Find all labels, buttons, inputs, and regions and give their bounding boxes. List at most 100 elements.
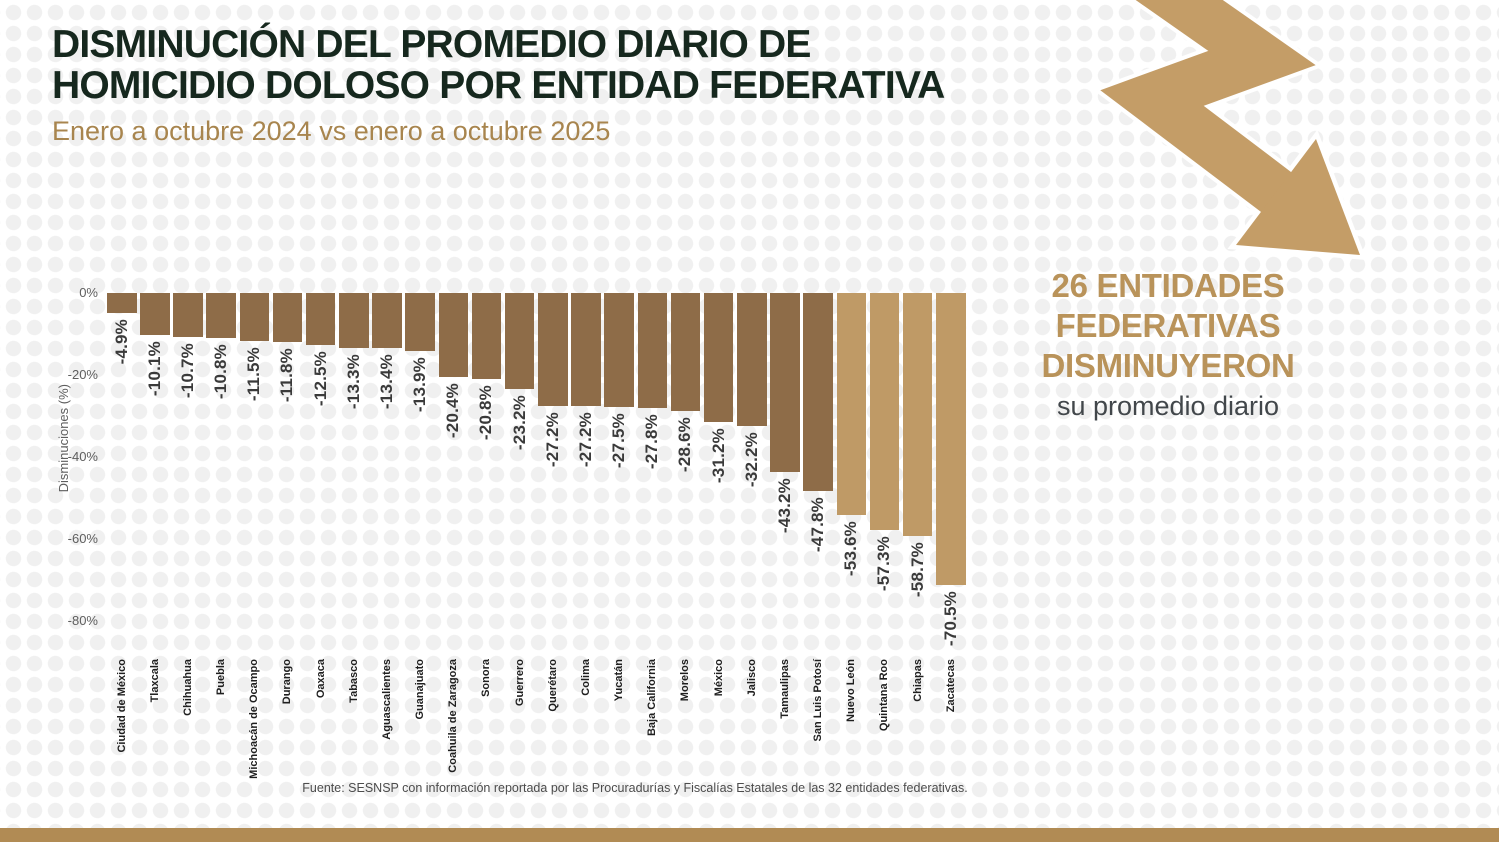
bar-value-label: -27.2% (542, 411, 562, 467)
bar (438, 293, 469, 378)
bar-value-label: -70.5% (940, 590, 960, 646)
bar-group: -43.2% Tamaulipas (770, 293, 803, 793)
y-axis-tick-label: -40% (67, 449, 98, 464)
x-axis-label: Aguascalientes (380, 659, 393, 740)
x-axis-label: Tamaulipas (778, 659, 791, 719)
bar (836, 293, 867, 515)
callout-summary: 26 ENTIDADES FEDERATIVAS DISMINUYERON su… (1003, 266, 1333, 422)
bar-group: -13.4% Aguascalientes (372, 293, 405, 793)
bar-value-label: -47.8% (808, 496, 828, 552)
bar (902, 293, 933, 537)
bar-group: -27.8% Baja California (637, 293, 671, 793)
x-axis-label: Zacatecas (944, 659, 957, 713)
bar-value-label: -28.6% (675, 417, 695, 473)
x-axis-label: Quintana Roo (878, 659, 891, 732)
bar-group: -12.5% Oaxaca (305, 293, 339, 793)
bar (107, 293, 137, 314)
bar (604, 293, 634, 407)
bar-group: -57.3% Quintana Roo (869, 293, 903, 793)
bar-value-label: -32.2% (741, 432, 761, 488)
subtitle-date-range: Enero a octubre 2024 vs enero a octubre … (52, 116, 611, 146)
bar-group: -58.7% Chiapas (902, 293, 936, 793)
bar (770, 293, 800, 472)
bar (936, 293, 966, 585)
bar-group: -11.8% Durango (272, 293, 306, 793)
bar-group: -13.9% Guanajuato (405, 293, 438, 793)
bar-group: -13.3% Tabasco (339, 293, 372, 793)
bar (206, 293, 236, 338)
x-axis-label: México (712, 659, 725, 697)
bar-value-label: -10.1% (144, 340, 164, 396)
bar-group: -53.6% Nuevo León (836, 293, 870, 793)
bar (173, 293, 203, 338)
downward-trend-arrow-icon (1092, 0, 1367, 261)
bar-value-label: -20.8% (476, 385, 496, 441)
bar (339, 293, 369, 349)
bar-group: -10.7% Chihuahua (173, 293, 206, 793)
bar (571, 293, 601, 406)
page-title-line1: DISMINUCIÓN DEL PROMEDIO DIARIO DE (52, 23, 811, 66)
x-axis-label: Baja California (646, 659, 659, 737)
x-axis-label: Querétaro (546, 659, 559, 712)
bar-value-label: -43.2% (774, 477, 794, 533)
bar-group: -70.5% Zacatecas (936, 293, 969, 793)
bar-value-label: -13.4% (376, 354, 396, 410)
bar (272, 293, 303, 342)
bar-group: -31.2% México (703, 293, 737, 793)
bar (670, 293, 701, 412)
bar (703, 293, 734, 423)
bar (803, 293, 833, 491)
x-axis-label: Oaxaca (314, 659, 327, 699)
bar (538, 293, 568, 406)
x-axis-label: Chiapas (911, 659, 924, 702)
bar-value-label: -31.2% (708, 428, 728, 484)
bar (372, 293, 402, 349)
bar-value-label: -11.8% (277, 347, 297, 402)
y-axis-tick-label: -20% (67, 367, 98, 382)
bar-group: -28.6% Morelos (670, 293, 704, 793)
bar-group: -27.2% Querétaro (538, 293, 571, 793)
bar (737, 293, 767, 427)
bar (305, 293, 336, 345)
bar-group: -23.2% Guerrero (504, 293, 538, 793)
bar-value-label: -10.7% (178, 343, 197, 399)
bar-value-label: -13.3% (343, 354, 363, 410)
x-axis-label: Ciudad de México (115, 659, 128, 753)
bar-value-label: -20.4% (443, 383, 463, 439)
bar-value-label: -27.2% (575, 411, 595, 467)
x-axis-label: Guerrero (513, 659, 526, 707)
bar-value-label: -58.7% (907, 542, 927, 598)
callout-line3: DISMINUYERON (1041, 347, 1295, 384)
bar-group: -20.8% Sonora (471, 293, 505, 793)
x-axis-label: Tabasco (347, 659, 360, 703)
y-axis-tick-label: 0% (79, 285, 98, 300)
bar (471, 293, 502, 380)
bar-value-label: -11.5% (244, 346, 264, 401)
page-title: DISMINUCIÓN DEL PROMEDIO DIARIO DE HOMIC… (52, 24, 1012, 106)
page-title-line2: HOMICIDIO DOLOSO POR ENTIDAD FEDERATIVA (52, 64, 945, 107)
bar-group: -11.5% Michoacán de Ocampo (239, 293, 273, 793)
x-axis-label: Tlaxcala (148, 659, 161, 703)
bar (504, 293, 535, 390)
bar (405, 293, 435, 351)
x-axis-label: Nuevo León (845, 659, 858, 722)
source-note: Fuente: SESNSP con información reportada… (302, 781, 968, 795)
bar (637, 293, 668, 409)
bar-value-label: -4.9% (111, 319, 131, 365)
bar-value-label: -23.2% (509, 395, 529, 451)
bottom-accent-bar (0, 828, 1499, 842)
x-axis-label: Yucatán (613, 659, 626, 702)
x-axis-label: Chihuahua (182, 659, 194, 716)
bar-value-label: -13.9% (410, 356, 430, 412)
bar (869, 293, 900, 531)
bar (239, 293, 270, 341)
bar-group: -20.4% Coahuila de Zaragoza (438, 293, 472, 793)
x-axis-label: San Luis Potosí (812, 659, 825, 742)
bar-group: -32.2% Jalisco (737, 293, 770, 793)
callout-line1: 26 ENTIDADES (1051, 267, 1285, 304)
bar-value-label: -57.3% (874, 536, 894, 592)
x-axis-label: Michoacán de Ocampo (248, 659, 261, 779)
x-axis-label: Coahuila de Zaragoza (447, 659, 460, 773)
x-axis-label: Morelos (679, 659, 692, 702)
bar-group: -27.5% Yucatán (604, 293, 637, 793)
